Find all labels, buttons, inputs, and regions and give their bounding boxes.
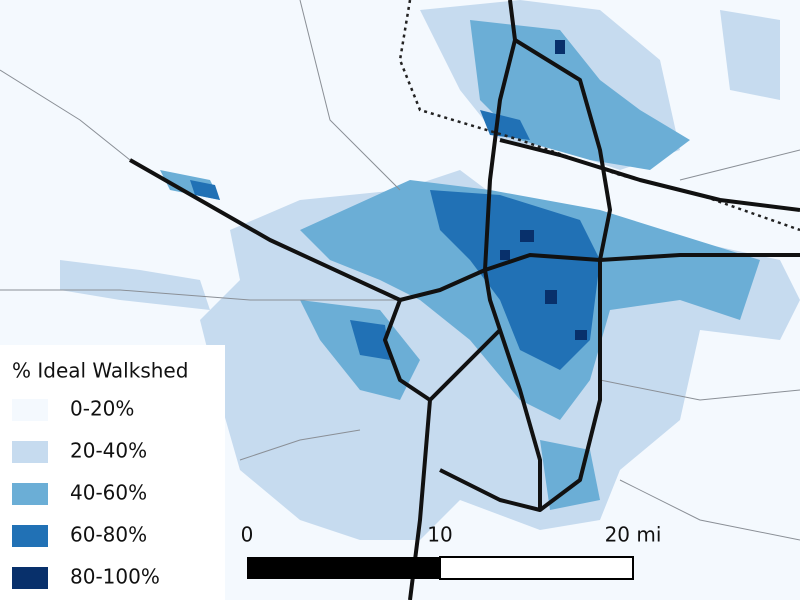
- area: [545, 290, 557, 304]
- legend-swatch: [12, 441, 48, 463]
- area: [555, 40, 565, 54]
- legend-label: 20-40%: [70, 439, 147, 463]
- legend-swatch: [12, 399, 48, 421]
- legend-label: 60-80%: [70, 523, 147, 547]
- scale-label: 20 mi: [605, 523, 662, 547]
- legend-swatch: [12, 483, 48, 505]
- area: [350, 320, 390, 360]
- walkshed-areas: [60, 0, 800, 540]
- area: [430, 190, 600, 370]
- scale-bar: 0 10 20 mi: [241, 523, 662, 580]
- freeway: [399, 253, 800, 302]
- road: [0, 69, 131, 161]
- scale-bar-dark: [247, 557, 440, 579]
- freeway: [383, 299, 432, 402]
- legend-swatch: [12, 525, 48, 547]
- area: [575, 330, 587, 340]
- legend-swatch: [12, 567, 48, 589]
- area: [500, 250, 510, 260]
- freeway: [129, 158, 401, 302]
- road: [299, 0, 401, 191]
- freeway: [439, 38, 612, 512]
- scale-label: 10: [427, 523, 452, 547]
- legend-label: 80-100%: [70, 565, 160, 589]
- area: [520, 230, 534, 242]
- road: [239, 429, 361, 461]
- area: [190, 180, 220, 200]
- area: [720, 10, 780, 100]
- legend-box: [0, 345, 225, 600]
- road: [679, 149, 800, 181]
- road: [619, 479, 800, 541]
- freeway: [498, 329, 542, 510]
- freeway: [408, 0, 517, 600]
- legend-title: % Ideal Walkshed: [12, 359, 188, 383]
- legend-label: 40-60%: [70, 481, 147, 505]
- road: [0, 289, 400, 301]
- legend: % Ideal Walkshed 0-20% 20-40% 40-60% 60-80%…: [0, 345, 225, 600]
- freeway: [499, 138, 800, 212]
- scale-bar-light: [439, 556, 634, 580]
- legend-label: 0-20%: [70, 397, 134, 421]
- scale-label: 0: [241, 523, 254, 547]
- road: [599, 379, 800, 401]
- area: [60, 260, 210, 310]
